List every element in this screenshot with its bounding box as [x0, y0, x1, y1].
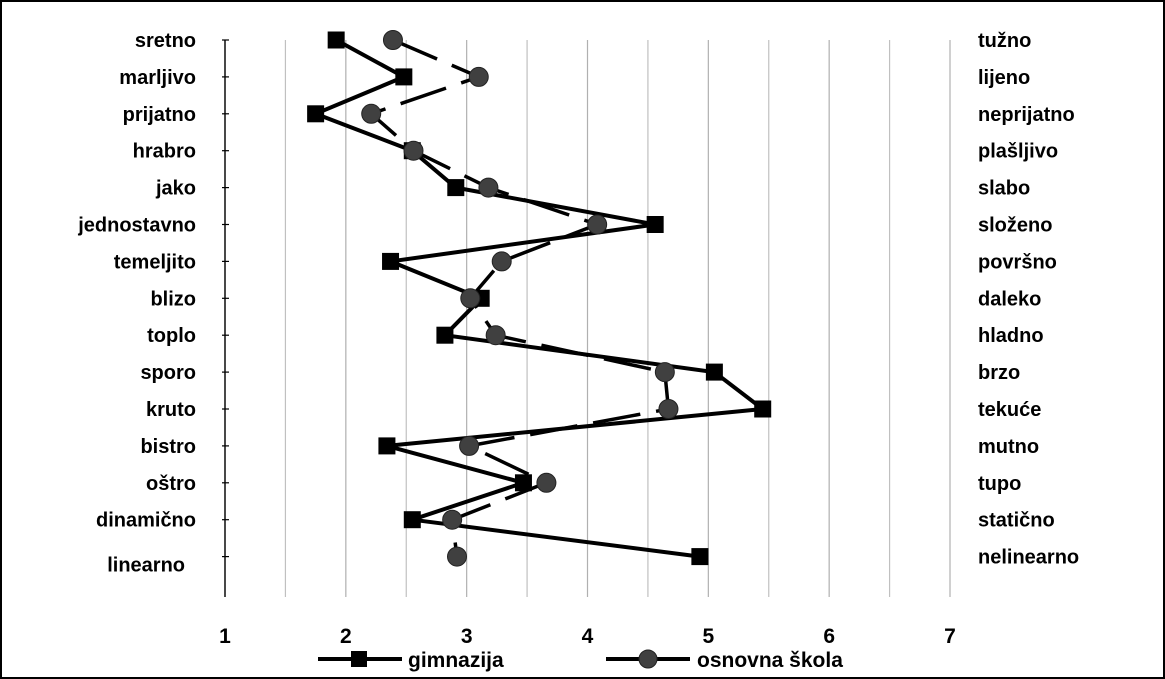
legend-marker-osnovna-skola [638, 649, 658, 669]
gimnazija-point [382, 252, 400, 270]
osnovna-skola-point [485, 325, 506, 346]
left-category-label: hrabro [133, 141, 196, 163]
left-category-label: kruto [146, 399, 196, 421]
legend-label-osnovna-skola: osnovna škola [697, 649, 843, 672]
osnovna-skola-point [382, 30, 403, 50]
osnovna-skola-point [403, 140, 424, 161]
right-category-label: mutno [978, 436, 1039, 458]
right-category-label: složeno [978, 215, 1052, 237]
osnovna-skola-point [447, 546, 467, 567]
gimnazija-point [307, 105, 325, 123]
right-category-label: nelinearno [978, 547, 1079, 569]
right-category-label: tekuće [978, 399, 1041, 421]
x-tick-label: 7 [944, 625, 956, 648]
right-category-label: brzo [978, 362, 1020, 384]
legend-marker-gimnazija [351, 651, 367, 667]
right-category-label: površno [978, 251, 1057, 273]
gimnazija-point [646, 216, 664, 233]
right-category-labels: tužno lijeno neprijatno plašljivo slabo slože… [978, 30, 1079, 569]
osnovna-skola-point [468, 66, 489, 87]
left-category-label: sretno [135, 30, 196, 52]
left-category-label: sporo [140, 362, 196, 384]
legend-label-gimnazija: gimnazija [408, 649, 504, 672]
gimnazija-point [378, 437, 396, 455]
osnovna-skola-point [442, 509, 463, 530]
gimnazija-point [447, 179, 465, 197]
left-category-label: temeljito [114, 251, 196, 273]
left-category-label: prijatno [123, 104, 196, 126]
left-category-label: bistro [140, 436, 196, 458]
left-category-label: linearno [107, 555, 185, 577]
osnovna-skola-point [587, 214, 608, 235]
right-category-label: daleko [978, 288, 1041, 310]
right-category-label: tupo [978, 473, 1021, 495]
legend: gimnazija osnovna škola [318, 649, 843, 672]
osnovna-skola-point [654, 362, 675, 383]
x-tick-label: 6 [823, 625, 835, 648]
left-category-label: oštro [146, 473, 196, 495]
left-category-label: blizo [150, 288, 196, 310]
left-category-label: jednostavno [77, 215, 196, 237]
right-category-label: neprijatno [978, 104, 1075, 126]
osnovna-skola-point [478, 177, 499, 198]
gimnazija-point [691, 548, 709, 566]
gimnazija-point [705, 363, 723, 381]
right-category-label: slabo [978, 178, 1030, 200]
gimnazija-point [403, 511, 421, 529]
osnovna-skola-point [361, 103, 382, 124]
osnovna-skola-point [536, 472, 557, 493]
osnovna-skola-point [459, 435, 480, 456]
right-category-label: plašljivo [978, 141, 1058, 163]
gimnazija-point [514, 474, 532, 492]
left-category-label: jako [155, 178, 196, 200]
x-tick-label: 5 [702, 625, 714, 648]
left-category-labels: sretno marljivo prijatno hrabro jako jednosta… [77, 30, 196, 577]
x-tick-label: 1 [219, 625, 231, 648]
gimnazija-point [754, 400, 772, 418]
gimnazija-point [395, 68, 413, 86]
gimnazija-point [327, 31, 345, 49]
right-category-label: statično [978, 510, 1055, 532]
x-tick-label: 4 [582, 625, 594, 648]
right-category-label: lijeno [978, 67, 1030, 89]
series [307, 30, 772, 567]
right-category-label: tužno [978, 30, 1031, 52]
left-category-label: toplo [147, 325, 196, 347]
left-category-label: dinamično [96, 510, 196, 532]
right-category-label: hladno [978, 325, 1044, 347]
x-tick-label: 2 [340, 625, 352, 648]
x-axis: 1 2 3 4 5 6 7 [219, 625, 956, 648]
x-tick-label: 3 [461, 625, 473, 648]
grid [222, 39, 951, 597]
osnovna-skola-point [460, 288, 481, 309]
osnovna-skola-point [658, 399, 679, 419]
osnovna-skola-point [491, 251, 512, 272]
left-category-label: marljivo [119, 67, 196, 89]
gimnazija-point [436, 326, 454, 344]
